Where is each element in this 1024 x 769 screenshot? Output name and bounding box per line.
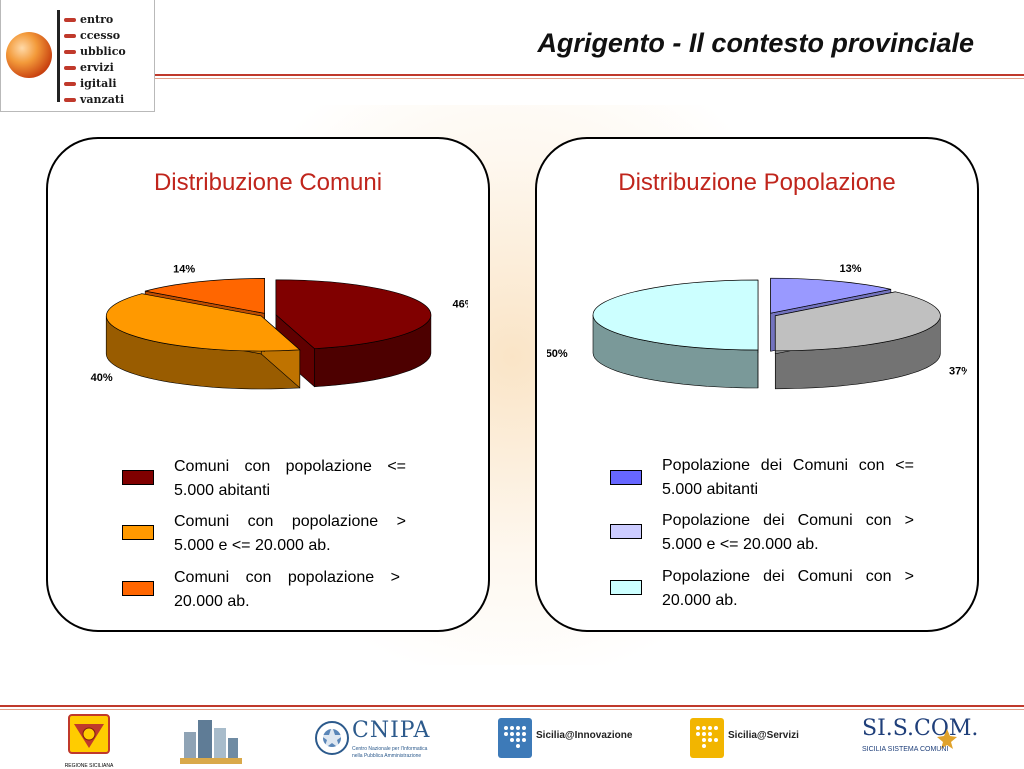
logo-word: entro: [64, 12, 152, 28]
legend-label-medium-comuni: Comuni con popolazione > 5.000 e <= 20.0…: [174, 513, 406, 554]
logo-word-text: ervizi: [80, 61, 114, 74]
logo-word-text: vanzati: [80, 93, 125, 106]
comuni-data-label: 14%: [173, 264, 195, 276]
legend-label-small-popolazione: Popolazione dei Comuni con <= 5.000 abit…: [662, 457, 914, 498]
logo-word: ubblico: [64, 44, 152, 60]
cnipa-subtitle-1: Centro Nazionale per l'Informatica: [352, 746, 428, 752]
header-divider: [155, 74, 1024, 76]
legend-label-medium-popolazione: Popolazione dei Comuni con > 5.000 e <= …: [662, 512, 914, 553]
cnipa-name: CNIPA: [352, 718, 431, 743]
footer-divider-thin: [0, 709, 1024, 710]
popolazione-panel: Distribuzione Popolazione 13% 37% 50% Popo…: [535, 137, 979, 632]
comuni-slice-2: [105, 293, 301, 352]
logo-word-text: ubblico: [80, 45, 126, 58]
comuni-panel-title: Distribuzione Comuni: [153, 169, 383, 196]
comuni-data-label: 46%: [452, 298, 468, 310]
logo-word-text: ccesso: [80, 29, 121, 42]
logo-word: igitali: [64, 76, 152, 92]
siscom-emblem-icon: [937, 729, 957, 749]
comuni-slice-1: [275, 279, 432, 350]
page-title: Agrigento - Il contesto provinciale: [537, 28, 974, 58]
cnipa-emblem-icon: [315, 721, 349, 755]
siscom-name: SI.S.COM.: [862, 716, 979, 741]
popolazione-pie-chart: 13% 37% 50%: [547, 263, 967, 390]
cnipa-subtitle-2: nella Pubblica Amministrazione: [352, 753, 422, 759]
legend-swatch-large-comuni: [122, 581, 154, 596]
legend-label-large-comuni: Comuni con popolazione > 20.000 ab.: [174, 569, 400, 610]
legend-swatch-small-comuni: [122, 470, 154, 485]
legend-swatch-medium-comuni: [122, 525, 154, 540]
popolazione-slice-2: [774, 291, 941, 352]
logo-word: ccesso: [64, 28, 152, 44]
sicilia-innovazione-logo: Sicilia@Innovazione: [498, 718, 633, 760]
popolazione-slice-1: [770, 277, 891, 314]
cnipa-logo: CNIPA Centro Nazionale per l'Informatica…: [312, 716, 438, 764]
popolazione-panel-title: Distribuzione Popolazione: [618, 169, 896, 196]
logo-wordmark: entro ccesso ubblico ervizi igitali vanz…: [64, 12, 152, 108]
sicilia-innovazione-label: Sicilia@Innovazione: [536, 730, 633, 741]
legend-swatch-medium-popolazione: [610, 524, 642, 539]
sicilia-innovazione-icon: [498, 718, 532, 758]
popolazione-data-label: 37%: [949, 366, 967, 378]
legend-label-small-comuni: Comuni con popolazione <= 5.000 abitanti: [174, 458, 406, 499]
globe-logo-icon: [6, 32, 52, 78]
sicilia-servizi-logo: Sicilia@Servizi: [690, 718, 802, 760]
logo-word: vanzati: [64, 92, 152, 108]
legend-swatch-small-popolazione: [610, 470, 642, 485]
logo-divider: [57, 10, 60, 102]
popolazione-data-label: 50%: [547, 348, 568, 360]
comuni-data-label: 40%: [91, 372, 113, 384]
header-divider-thin: [155, 78, 1024, 79]
legend-label-large-popolazione: Popolazione dei Comuni con > 20.000 ab.: [662, 568, 914, 609]
sicilia-servizi-label: Sicilia@Servizi: [728, 730, 799, 741]
siscom-subtitle: SICILIA SISTEMA COMUNI: [862, 746, 949, 753]
siscom-logo: SI.S.COM. SICILIA SISTEMA COMUNI: [860, 714, 978, 764]
logo-word-text: igitali: [80, 77, 117, 90]
regione-siciliana-logo: REGIONE SICILIANA: [60, 714, 118, 769]
popolazione-data-label: 13%: [839, 263, 861, 275]
comuni-slice-3: [145, 278, 265, 314]
footer-divider: [0, 705, 1024, 707]
popolazione-slice-3: [592, 279, 759, 351]
buildings-logo-icon: [180, 714, 242, 764]
regione-siciliana-label: REGIONE SICILIANA: [64, 763, 114, 769]
comuni-panel: Distribuzione Comuni 46% 40% 14% Comuni co…: [46, 137, 490, 632]
trinacria-icon: [68, 714, 110, 754]
logo-word-text: entro: [80, 13, 114, 26]
sicilia-servizi-icon: [690, 718, 724, 758]
legend-swatch-large-popolazione: [610, 580, 642, 595]
comuni-pie-chart: 46% 40% 14%: [91, 264, 468, 390]
logo-word: ervizi: [64, 60, 152, 76]
